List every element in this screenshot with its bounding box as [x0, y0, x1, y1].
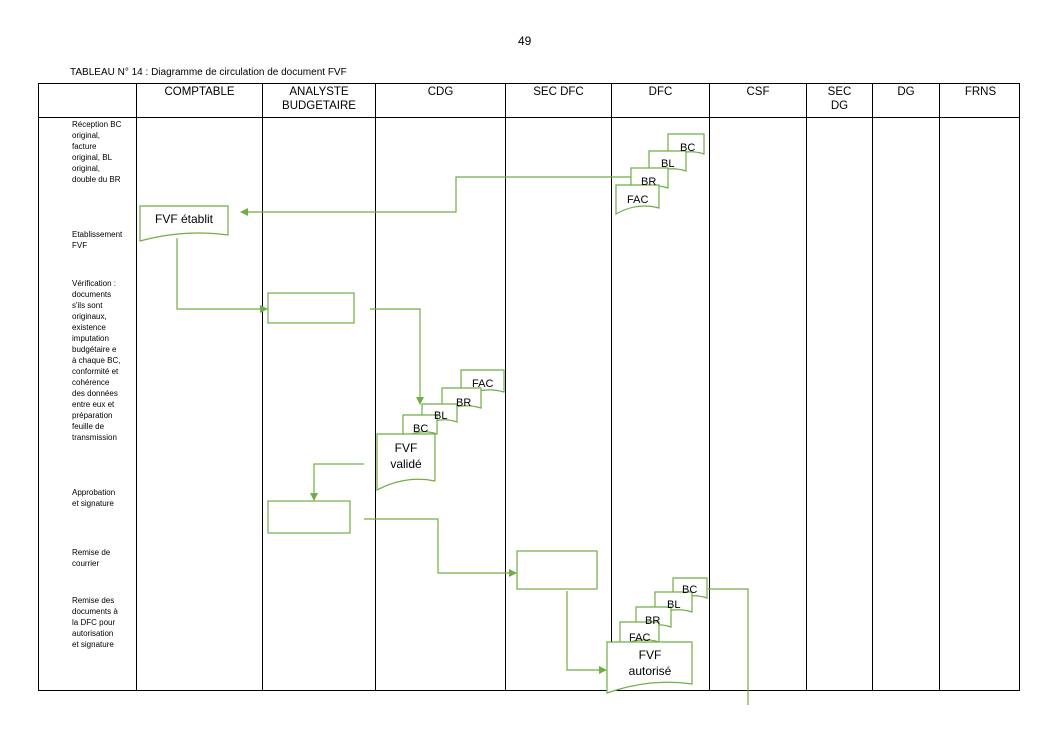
table-caption: TABLEAU N° 14 : Diagramme de circulation… [70, 67, 347, 78]
column-header-sec-dfc: SEC DFC [533, 86, 584, 98]
step-etablissement: Etablissement FVF [72, 230, 123, 250]
col-divider-7 [806, 84, 807, 690]
label-bl: BL [667, 599, 680, 611]
label-fvf-autorise-line2: autorisé [629, 664, 672, 678]
column-header-dfc: DFC [648, 86, 673, 98]
process-box-approbation [267, 500, 351, 534]
doc-stack-autorisation [606, 577, 708, 694]
col-divider-2 [262, 84, 263, 690]
label-fac: FAC [627, 194, 648, 206]
label-bc: BC [680, 142, 695, 154]
label-br: BR [641, 176, 656, 188]
label-bc: BC [413, 423, 428, 435]
column-header-sec-dg: SEC DG [827, 86, 852, 112]
column-header-comptable: COMPTABLE [164, 86, 235, 98]
doc-stack-cdg [376, 369, 505, 491]
arrow-analyste-to-cdg [370, 308, 424, 405]
label-bl: BL [661, 158, 674, 170]
label-bc: BC [682, 584, 697, 596]
col-divider-6 [709, 84, 710, 690]
label-br: BR [456, 397, 471, 409]
flow-table: COMPTABLE ANALYSTE BUDGETAIRE CDG SEC DF… [38, 83, 1020, 691]
column-header-csf: CSF [746, 86, 770, 98]
column-header-cdg: CDG [427, 86, 454, 98]
step-reception: Réception BC original, facture original, B… [72, 120, 122, 184]
label-fvf-etablit: FVF établit [155, 212, 214, 226]
step-approbation: Approbation et signature [72, 488, 116, 508]
label-br: BR [645, 615, 660, 627]
doc-stack-reception [615, 133, 705, 216]
label-bl: BL [434, 410, 447, 422]
label-fvf-valide-line1: FVF [395, 441, 418, 455]
col-divider-9 [939, 84, 940, 690]
label-fac: FAC [472, 378, 493, 390]
col-divider-8 [872, 84, 873, 690]
col-divider-3 [375, 84, 376, 690]
arrow-analyste-to-sec-dfc [364, 518, 517, 577]
header-separator [39, 117, 1019, 118]
label-fac: FAC [629, 632, 650, 644]
page-number: 49 [518, 34, 532, 48]
column-header-frns: FRNS [964, 86, 997, 98]
step-remise-courrier: Remise de courrier [72, 548, 111, 568]
label-fvf-autorise-line1: FVF [639, 648, 662, 662]
column-header-analyste-budgetaire: ANALYSTE BUDGETAIRE [282, 86, 356, 112]
flow-arrows [176, 176, 749, 705]
arrow-sec-dfc-to-dfc [566, 591, 607, 674]
col-divider-1 [136, 84, 137, 690]
arrow-cdg-to-analyste [310, 463, 364, 501]
step-remise-documents: Remise des documents à la DFC pour autoris… [72, 596, 118, 649]
process-box-verification [267, 292, 355, 324]
process-box-remise-courrier [516, 550, 598, 590]
col-divider-4 [505, 84, 506, 690]
document-fvf-etablit [139, 205, 229, 242]
column-header-dg: DG [897, 86, 915, 98]
label-fvf-valide-line2: validé [390, 457, 422, 471]
col-divider-5 [611, 84, 612, 690]
document-fvf-valide [376, 433, 436, 491]
arrow-comptable-to-analyste [176, 238, 268, 313]
arrow-reception-to-comptable [240, 176, 631, 216]
document-fac [615, 184, 660, 216]
line-dfc-exit [708, 588, 749, 705]
step-verification: Vérification : documents s'ils sont origin… [72, 279, 121, 442]
document-fvf-autorise [606, 641, 693, 694]
